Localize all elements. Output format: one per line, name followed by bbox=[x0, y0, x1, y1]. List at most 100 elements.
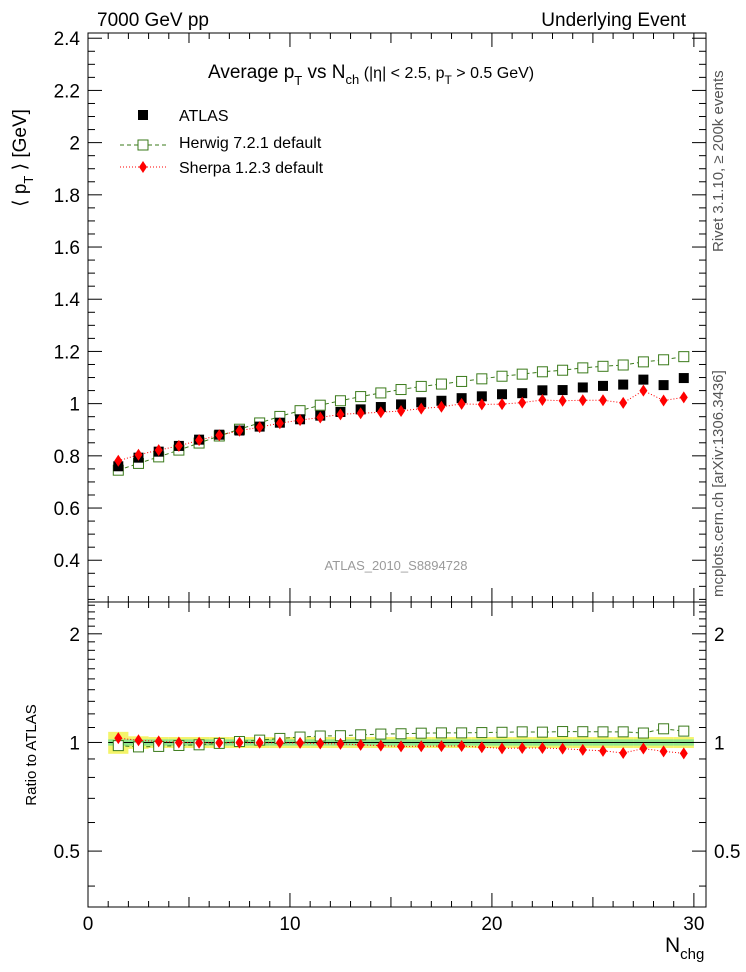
herwig-point bbox=[435, 378, 447, 390]
y-tick-label: 2 bbox=[69, 134, 80, 155]
atlas-point bbox=[557, 385, 568, 396]
ratio-y-tick-label-right: 0.5 bbox=[714, 842, 740, 863]
y-tick-label: 1 bbox=[69, 395, 80, 416]
x-tick-label: 20 bbox=[481, 914, 502, 935]
herwig-point bbox=[678, 351, 690, 363]
herwig-ratio-point bbox=[476, 727, 488, 739]
legend-sherpa-marker bbox=[139, 161, 147, 173]
sherpa-point bbox=[235, 424, 244, 437]
herwig-point bbox=[314, 399, 326, 411]
sherpa-ratio-point bbox=[174, 736, 183, 749]
sherpa-ratio-point bbox=[336, 737, 345, 750]
mcplots-label: mcplots.cern.ch [arXiv:1306.3436] bbox=[710, 370, 727, 597]
ratio-y-axis-label: Ratio to ATLAS bbox=[23, 704, 40, 805]
herwig-point bbox=[476, 373, 488, 385]
sherpa-point bbox=[195, 434, 204, 447]
sherpa-ratio-point bbox=[437, 740, 446, 753]
herwig-point bbox=[597, 360, 609, 372]
ratio-y-tick-label-right: 1 bbox=[714, 733, 725, 754]
header-right: Underlying Event bbox=[541, 10, 686, 31]
sherpa-point bbox=[477, 398, 486, 411]
sherpa-ratio-point bbox=[397, 740, 406, 753]
herwig-point bbox=[577, 362, 589, 374]
sherpa-ratio-point bbox=[679, 747, 688, 760]
data-series bbox=[112, 351, 690, 760]
sherpa-point bbox=[498, 398, 507, 411]
sherpa-ratio-point bbox=[376, 739, 385, 752]
herwig-point bbox=[415, 380, 427, 392]
sherpa-point bbox=[679, 391, 688, 404]
sherpa-ratio-point bbox=[316, 737, 325, 750]
atlas-point bbox=[598, 380, 608, 391]
sherpa-point bbox=[134, 448, 143, 461]
herwig-ratio-point bbox=[597, 726, 609, 738]
sherpa-ratio-point bbox=[659, 745, 668, 758]
y-tick-label: 2.4 bbox=[54, 29, 81, 50]
y-tick-label: 0.6 bbox=[54, 499, 80, 520]
y-tick-label: 0.8 bbox=[54, 447, 80, 468]
legend-atlas-marker bbox=[138, 110, 148, 120]
x-axis-label: Nchg bbox=[665, 934, 704, 963]
sherpa-point bbox=[154, 444, 163, 457]
y-axis-label: ⟨ pT ⟩ [GeV] bbox=[10, 109, 36, 207]
herwig-ratio-point bbox=[658, 723, 670, 735]
x-tick-label: 30 bbox=[683, 914, 704, 935]
sherpa-ratio-point bbox=[255, 736, 264, 749]
herwig-ratio-point bbox=[678, 725, 690, 737]
herwig-ratio-point bbox=[637, 727, 649, 739]
herwig-ratio-point bbox=[617, 726, 629, 738]
legend-herwig-marker bbox=[137, 139, 149, 151]
y-tick-label: 1.8 bbox=[54, 186, 80, 207]
herwig-ratio-point bbox=[536, 726, 548, 738]
ratio-y-tick-label: 2 bbox=[69, 625, 80, 646]
herwig-ratio-point bbox=[415, 727, 427, 739]
atlas-point bbox=[537, 385, 548, 396]
y-tick-label: 0.4 bbox=[54, 551, 81, 572]
sherpa-point bbox=[296, 414, 305, 427]
analysis-id: ATLAS_2010_S8894728 bbox=[325, 558, 468, 573]
herwig-point bbox=[516, 368, 528, 380]
herwig-ratio-point bbox=[395, 728, 407, 740]
sherpa-line bbox=[118, 390, 684, 462]
atlas-point bbox=[638, 374, 649, 385]
sherpa-point bbox=[619, 396, 628, 409]
sherpa-point bbox=[578, 394, 587, 407]
atlas-point bbox=[416, 397, 427, 408]
sherpa-ratio-point bbox=[114, 732, 123, 745]
sherpa-ratio-point bbox=[498, 742, 507, 755]
axis-ticks: 0 10 20 30 0.4 0.6 0.8 1 1.2 1.4 1.6 1.8 2 2.2 2.4 0.5 0… bbox=[54, 29, 741, 935]
sherpa-point bbox=[659, 394, 668, 407]
sherpa-ratio-point bbox=[134, 734, 143, 747]
sherpa-point bbox=[437, 400, 446, 413]
herwig-ratio-point bbox=[375, 728, 387, 740]
herwig-point bbox=[536, 366, 548, 378]
atlas-point bbox=[678, 373, 689, 384]
atlas-point bbox=[658, 380, 669, 391]
sherpa-ratio-point bbox=[518, 742, 527, 755]
sherpa-point bbox=[599, 394, 607, 407]
atlas-point bbox=[497, 389, 508, 400]
chart-title: Average pT vs Nch (|η| < 2.5, pT > 0.5 G… bbox=[208, 62, 534, 88]
herwig-ratio-point bbox=[557, 726, 569, 738]
herwig-point bbox=[375, 387, 387, 399]
sherpa-point bbox=[417, 402, 426, 415]
sherpa-ratio-point bbox=[639, 742, 648, 755]
ratio-y-tick-label-right: 2 bbox=[714, 625, 725, 646]
sherpa-point bbox=[356, 407, 365, 420]
legend: ATLAS Herwig 7.2.1 default Sherpa 1.2.3 … bbox=[120, 108, 324, 177]
sherpa-point bbox=[316, 411, 325, 424]
rivet-label: Rivet 3.1.10, ≥ 200k events bbox=[710, 70, 727, 252]
herwig-point bbox=[456, 375, 468, 387]
ratio-y-tick-label: 1 bbox=[69, 733, 80, 754]
herwig-point bbox=[658, 354, 670, 366]
sherpa-point bbox=[275, 417, 284, 430]
sherpa-ratio-point bbox=[558, 742, 567, 755]
sherpa-point bbox=[558, 394, 567, 407]
sherpa-ratio-point bbox=[235, 736, 244, 749]
y-tick-label: 1.4 bbox=[54, 290, 81, 311]
sherpa-point bbox=[457, 397, 466, 410]
ratio-y-tick-label: 0.5 bbox=[54, 842, 80, 863]
herwig-ratio-point bbox=[577, 726, 589, 738]
atlas-point bbox=[618, 379, 629, 390]
